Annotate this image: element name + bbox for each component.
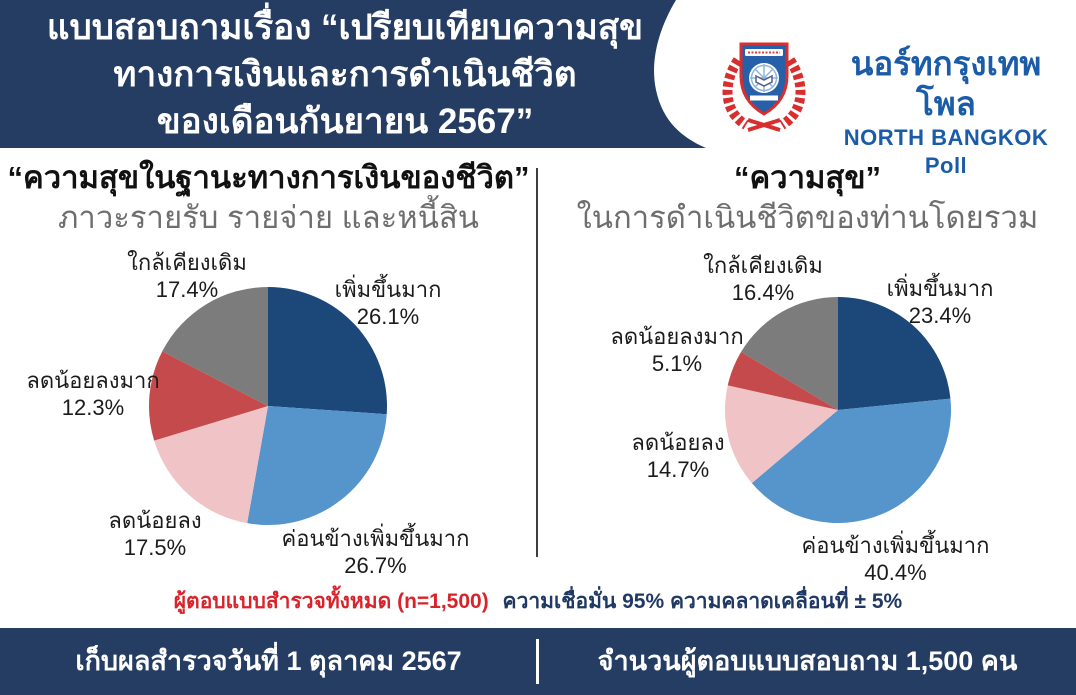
- life-happiness-pie-chart: [724, 297, 952, 524]
- slice-percent: 5.1%: [651, 351, 703, 376]
- methodology-note: ผู้ตอบแบบสำรวจทั้งหมด (n=1,500) ความเชื่…: [0, 585, 1076, 618]
- left-label-somewhat-increased: ค่อนข้างเพิ่มขึ้นมาก 26.7%: [268, 525, 483, 579]
- right-label-somewhat-increased: ค่อนข้างเพิ่มขึ้นมาก 40.4%: [788, 532, 1003, 586]
- page-title-line-3: ของเดือนกันยายน 2567”: [156, 101, 534, 141]
- pie-slice: [724, 385, 838, 484]
- right-label-increased-much: เพิ่มขึ้นมาก 23.4%: [855, 275, 1025, 329]
- slice-percent: 17.5%: [123, 535, 187, 560]
- note-sample-size: ผู้ตอบแบบสำรวจทั้งหมด (n=1,500): [173, 590, 489, 613]
- section-divider: [536, 168, 538, 557]
- slice-label: ลดน้อยลง: [631, 430, 725, 455]
- pie-slice: [162, 287, 268, 406]
- page-title: แบบสอบถามเรื่อง “เปรียบเทียบความสุข ทางก…: [0, 0, 690, 148]
- left-chart-title: “ความสุขในฐานะทางการเงินของชีวิต”: [7, 160, 530, 195]
- north-bangkok-poll-crest-icon: [722, 42, 806, 132]
- footer-bar: เก็บผลสำรวจวันที่ 1 ตุลาคม 2567 จำนวนผู้…: [0, 628, 1076, 695]
- pie-slice: [838, 297, 951, 410]
- slice-label: เพิ่มขึ้นมาก: [886, 276, 994, 301]
- pie-slice: [751, 398, 952, 524]
- logo-english-name: NORTH BANGKOK Poll: [843, 125, 1049, 178]
- left-label-decreased-much: ลดน้อยลงมาก 12.3%: [8, 367, 178, 421]
- right-chart-subtitle: ในการดำเนินชีวิตของท่านโดยรวม: [576, 200, 1039, 235]
- pie-slice: [727, 351, 838, 410]
- page-title-line-2: ทางการเงินและการดำเนินชีวิต: [113, 54, 577, 94]
- footer-survey-date: เก็บผลสำรวจวันที่ 1 ตุลาคม 2567: [75, 646, 462, 676]
- slice-label: ลดน้อยลงมาก: [610, 324, 744, 349]
- note-confidence: ความเชื่อมั่น 95% ความคลาดเคลื่อนที่ ± 5…: [502, 590, 903, 613]
- slice-label: ใกล้เคียงเดิม: [703, 253, 823, 278]
- slice-label: ค่อนข้างเพิ่มขึ้นมาก: [801, 533, 990, 558]
- slice-percent: 17.4%: [155, 277, 219, 302]
- left-chart-subtitle: ภาวะรายรับ รายจ่าย และหนี้สิน: [58, 200, 479, 235]
- slice-percent: 23.4%: [908, 303, 972, 328]
- logo-wordmark: นอร์ทกรุงเทพโพล NORTH BANGKOK Poll: [826, 44, 1066, 180]
- left-label-decreased: ลดน้อยลง 17.5%: [70, 507, 240, 561]
- header-banner-shape: [0, 0, 706, 148]
- slice-percent: 40.4%: [864, 560, 927, 585]
- slice-percent: 16.4%: [731, 280, 795, 305]
- slice-percent: 14.7%: [646, 457, 710, 482]
- left-label-increased-much: เพิ่มขึ้นมาก 26.1%: [303, 276, 473, 330]
- right-label-decreased-much: ลดน้อยลงมาก 5.1%: [592, 323, 762, 377]
- left-label-near-same: ใกล้เคียงเดิม 17.4%: [102, 249, 272, 303]
- pie-slice: [741, 297, 838, 410]
- right-label-decreased: ลดน้อยลง 14.7%: [593, 429, 763, 483]
- slice-label: ค่อนข้างเพิ่มขึ้นมาก: [281, 526, 470, 551]
- pie-slice: [247, 406, 387, 525]
- slice-percent: 12.3%: [61, 395, 125, 420]
- pie-slice: [148, 351, 268, 441]
- logo-thai-name: นอร์ทกรุงเทพโพล: [850, 45, 1042, 122]
- slice-label: เพิ่มขึ้นมาก: [334, 277, 442, 302]
- footer-respondent-count: จำนวนผู้ตอบแบบสอบถาม 1,500 คน: [597, 646, 1018, 676]
- footer-divider: [536, 639, 539, 684]
- right-label-near-same: ใกล้เคียงเดิม 16.4%: [678, 252, 848, 306]
- slice-percent: 26.7%: [344, 553, 407, 578]
- pie-slice: [268, 287, 388, 415]
- pie-slice: [154, 406, 268, 524]
- slice-label: ใกล้เคียงเดิม: [127, 250, 247, 275]
- slice-percent: 26.1%: [356, 304, 420, 329]
- right-chart-title: “ความสุข”: [733, 160, 882, 195]
- slice-label: ลดน้อยลงมาก: [26, 368, 160, 393]
- slice-label: ลดน้อยลง: [108, 508, 202, 533]
- page-title-line-1: แบบสอบถามเรื่อง “เปรียบเทียบความสุข: [46, 7, 644, 47]
- financial-happiness-pie-chart: [148, 287, 388, 525]
